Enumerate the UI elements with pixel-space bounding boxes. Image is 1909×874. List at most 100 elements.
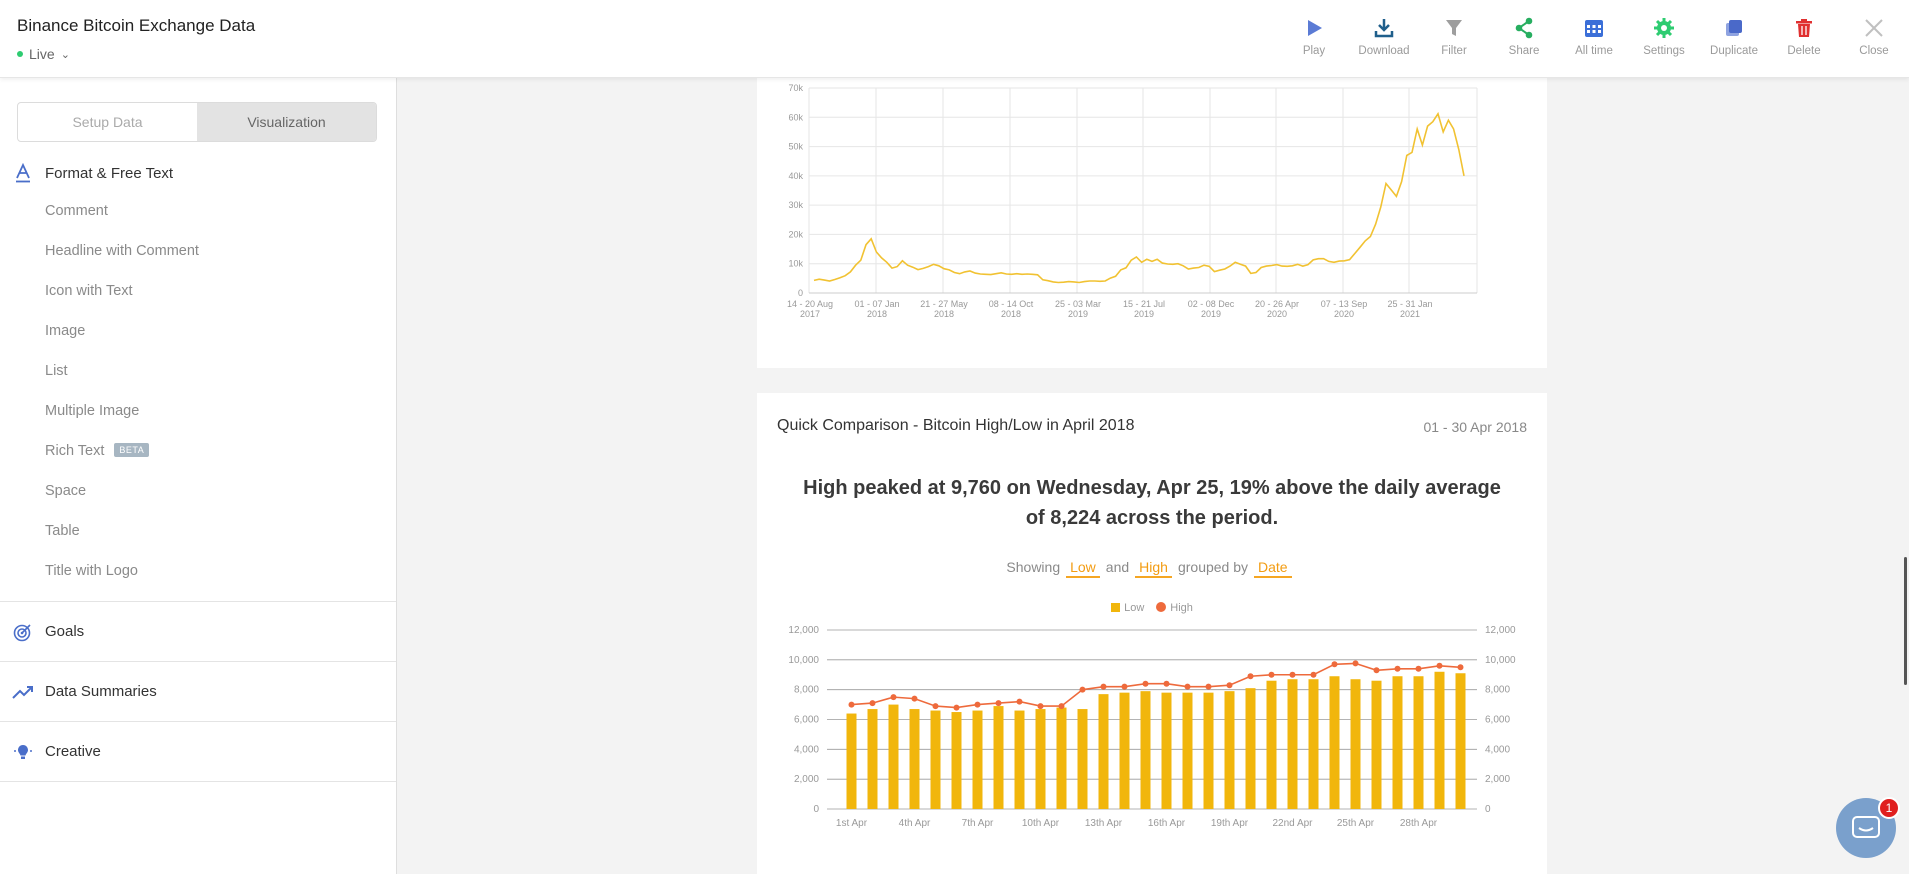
high-point (890, 694, 897, 701)
y-tick-label-left: 2,000 (794, 774, 819, 785)
x-tick-label: 21 - 27 May (920, 299, 968, 309)
low-bar (1161, 692, 1172, 809)
status-selector[interactable]: Live ⌄ (17, 46, 70, 62)
high-point (1226, 682, 1233, 689)
y-tick-label-left: 12,000 (788, 625, 819, 636)
duplicate-label: Duplicate (1710, 45, 1758, 57)
x-tick-label: 10th Apr (1022, 818, 1060, 829)
section-data-summaries-label: Data Summaries (45, 683, 157, 700)
page-title: Binance Bitcoin Exchange Data (17, 16, 256, 35)
download-button[interactable]: Download (1349, 0, 1419, 78)
x-tick-label: 4th Apr (899, 818, 931, 829)
section-data-summaries[interactable]: Data Summaries (0, 662, 396, 721)
scrollbar-thumb[interactable] (1904, 557, 1907, 685)
high-point (1142, 680, 1149, 687)
high-point (1289, 671, 1296, 678)
divider (0, 721, 396, 722)
sidebar-item-rich-text[interactable]: Rich Text BETA (45, 443, 150, 459)
sidebar: Setup Data Visualization Format & Free T… (0, 78, 397, 874)
mode-tabs: Setup Data Visualization (17, 102, 377, 142)
section-creative[interactable]: Creative (0, 722, 396, 781)
legend-high[interactable]: High (1156, 602, 1193, 614)
high-point (953, 704, 960, 711)
high-point (1079, 686, 1086, 693)
high-point (1310, 671, 1317, 678)
status-label: Live (29, 46, 55, 62)
y-tick-label-right: 6,000 (1485, 715, 1510, 726)
high-point (1331, 661, 1338, 668)
low-bar (993, 706, 1004, 809)
section-goals[interactable]: Goals (0, 602, 396, 661)
sidebar-item-comment[interactable]: Comment (45, 203, 108, 219)
tab-setup-data[interactable]: Setup Data (72, 114, 143, 130)
chat-button[interactable]: 1 (1836, 797, 1900, 858)
y-tick-label-right: 0 (1485, 804, 1491, 815)
share-button[interactable]: Share (1489, 0, 1559, 78)
low-bar (930, 710, 941, 809)
x-tick-year: 2021 (1400, 309, 1420, 319)
settings-button[interactable]: Settings (1629, 0, 1699, 78)
x-tick-year: 2017 (800, 309, 820, 319)
divider (0, 601, 396, 602)
low-bar (1077, 709, 1088, 809)
sidebar-item-icon-with-text[interactable]: Icon with Text (45, 283, 133, 299)
x-tick-label: 14 - 20 Aug (787, 299, 833, 309)
y-tick-label: 40k (788, 171, 803, 181)
tab-visualization[interactable]: Visualization (197, 103, 376, 141)
high-point (1352, 660, 1359, 667)
duplicate-button[interactable]: Duplicate (1699, 0, 1769, 78)
y-tick-label: 50k (788, 142, 803, 152)
filter-button[interactable]: Filter (1419, 0, 1489, 78)
high-point (1016, 698, 1023, 705)
measure-high-pill[interactable]: High (1135, 559, 1172, 578)
sidebar-item-title-with-logo[interactable]: Title with Logo (45, 563, 138, 579)
sidebar-item-table[interactable]: Table (45, 523, 80, 539)
legend-circle-icon (1156, 602, 1167, 612)
sidebar-item-space[interactable]: Space (45, 483, 87, 499)
high-point (1415, 665, 1422, 672)
trend-up-icon (11, 685, 33, 699)
play-button[interactable]: Play (1279, 0, 1349, 78)
x-tick-label: 01 - 07 Jan (854, 299, 899, 309)
sidebar-item-headline-with-comment[interactable]: Headline with Comment (45, 243, 199, 259)
high-point (1394, 665, 1401, 672)
close-label: Close (1859, 45, 1889, 57)
high-point (1205, 683, 1212, 690)
high-point (1121, 683, 1128, 690)
x-tick-year: 2019 (1068, 309, 1088, 319)
all-time-label: All time (1575, 45, 1613, 57)
measure-low-pill[interactable]: Low (1066, 559, 1100, 578)
high-point (1058, 703, 1065, 710)
y-tick-label-right: 12,000 (1485, 625, 1516, 636)
delete-button[interactable]: Delete (1769, 0, 1839, 78)
high-point (911, 695, 918, 702)
duplicate-icon (1726, 20, 1742, 36)
chart-legend: Low High (757, 602, 1547, 614)
low-bar (1308, 679, 1319, 809)
x-tick-label: 25 - 31 Jan (1387, 299, 1432, 309)
filter-icon (1446, 20, 1462, 36)
x-tick-label: 07 - 13 Sep (1321, 299, 1368, 309)
y-tick-label-right: 4,000 (1485, 744, 1510, 755)
low-bar (951, 712, 962, 809)
sidebar-item-multiple-image[interactable]: Multiple Image (45, 403, 140, 419)
high-point (932, 703, 939, 710)
high-low-bar-chart: 0 0 2,000 2,000 4,000 4,000 6,000 6,000 8,000 8,0… (788, 625, 1516, 829)
sidebar-item-list[interactable]: List (45, 363, 68, 379)
section-format-free-text[interactable]: Format & Free Text (0, 161, 396, 185)
y-tick-label-left: 0 (813, 804, 819, 815)
section-format-label: Format & Free Text (45, 164, 174, 182)
low-bar (1098, 694, 1109, 809)
section-creative-label: Creative (45, 743, 101, 760)
sidebar-item-image[interactable]: Image (45, 323, 86, 339)
low-bar (909, 709, 920, 809)
grouped-by-text: grouped by (1177, 559, 1249, 575)
date-range: 01 - 30 Apr 2018 (1423, 419, 1527, 435)
close-button[interactable]: Close (1839, 0, 1909, 78)
low-bar (1371, 680, 1382, 809)
showing-text: Showing (1006, 559, 1061, 575)
divider (0, 781, 396, 782)
group-by-pill[interactable]: Date (1254, 559, 1292, 578)
all-time-button[interactable]: All time (1559, 0, 1629, 78)
legend-low[interactable]: Low (1111, 602, 1144, 614)
